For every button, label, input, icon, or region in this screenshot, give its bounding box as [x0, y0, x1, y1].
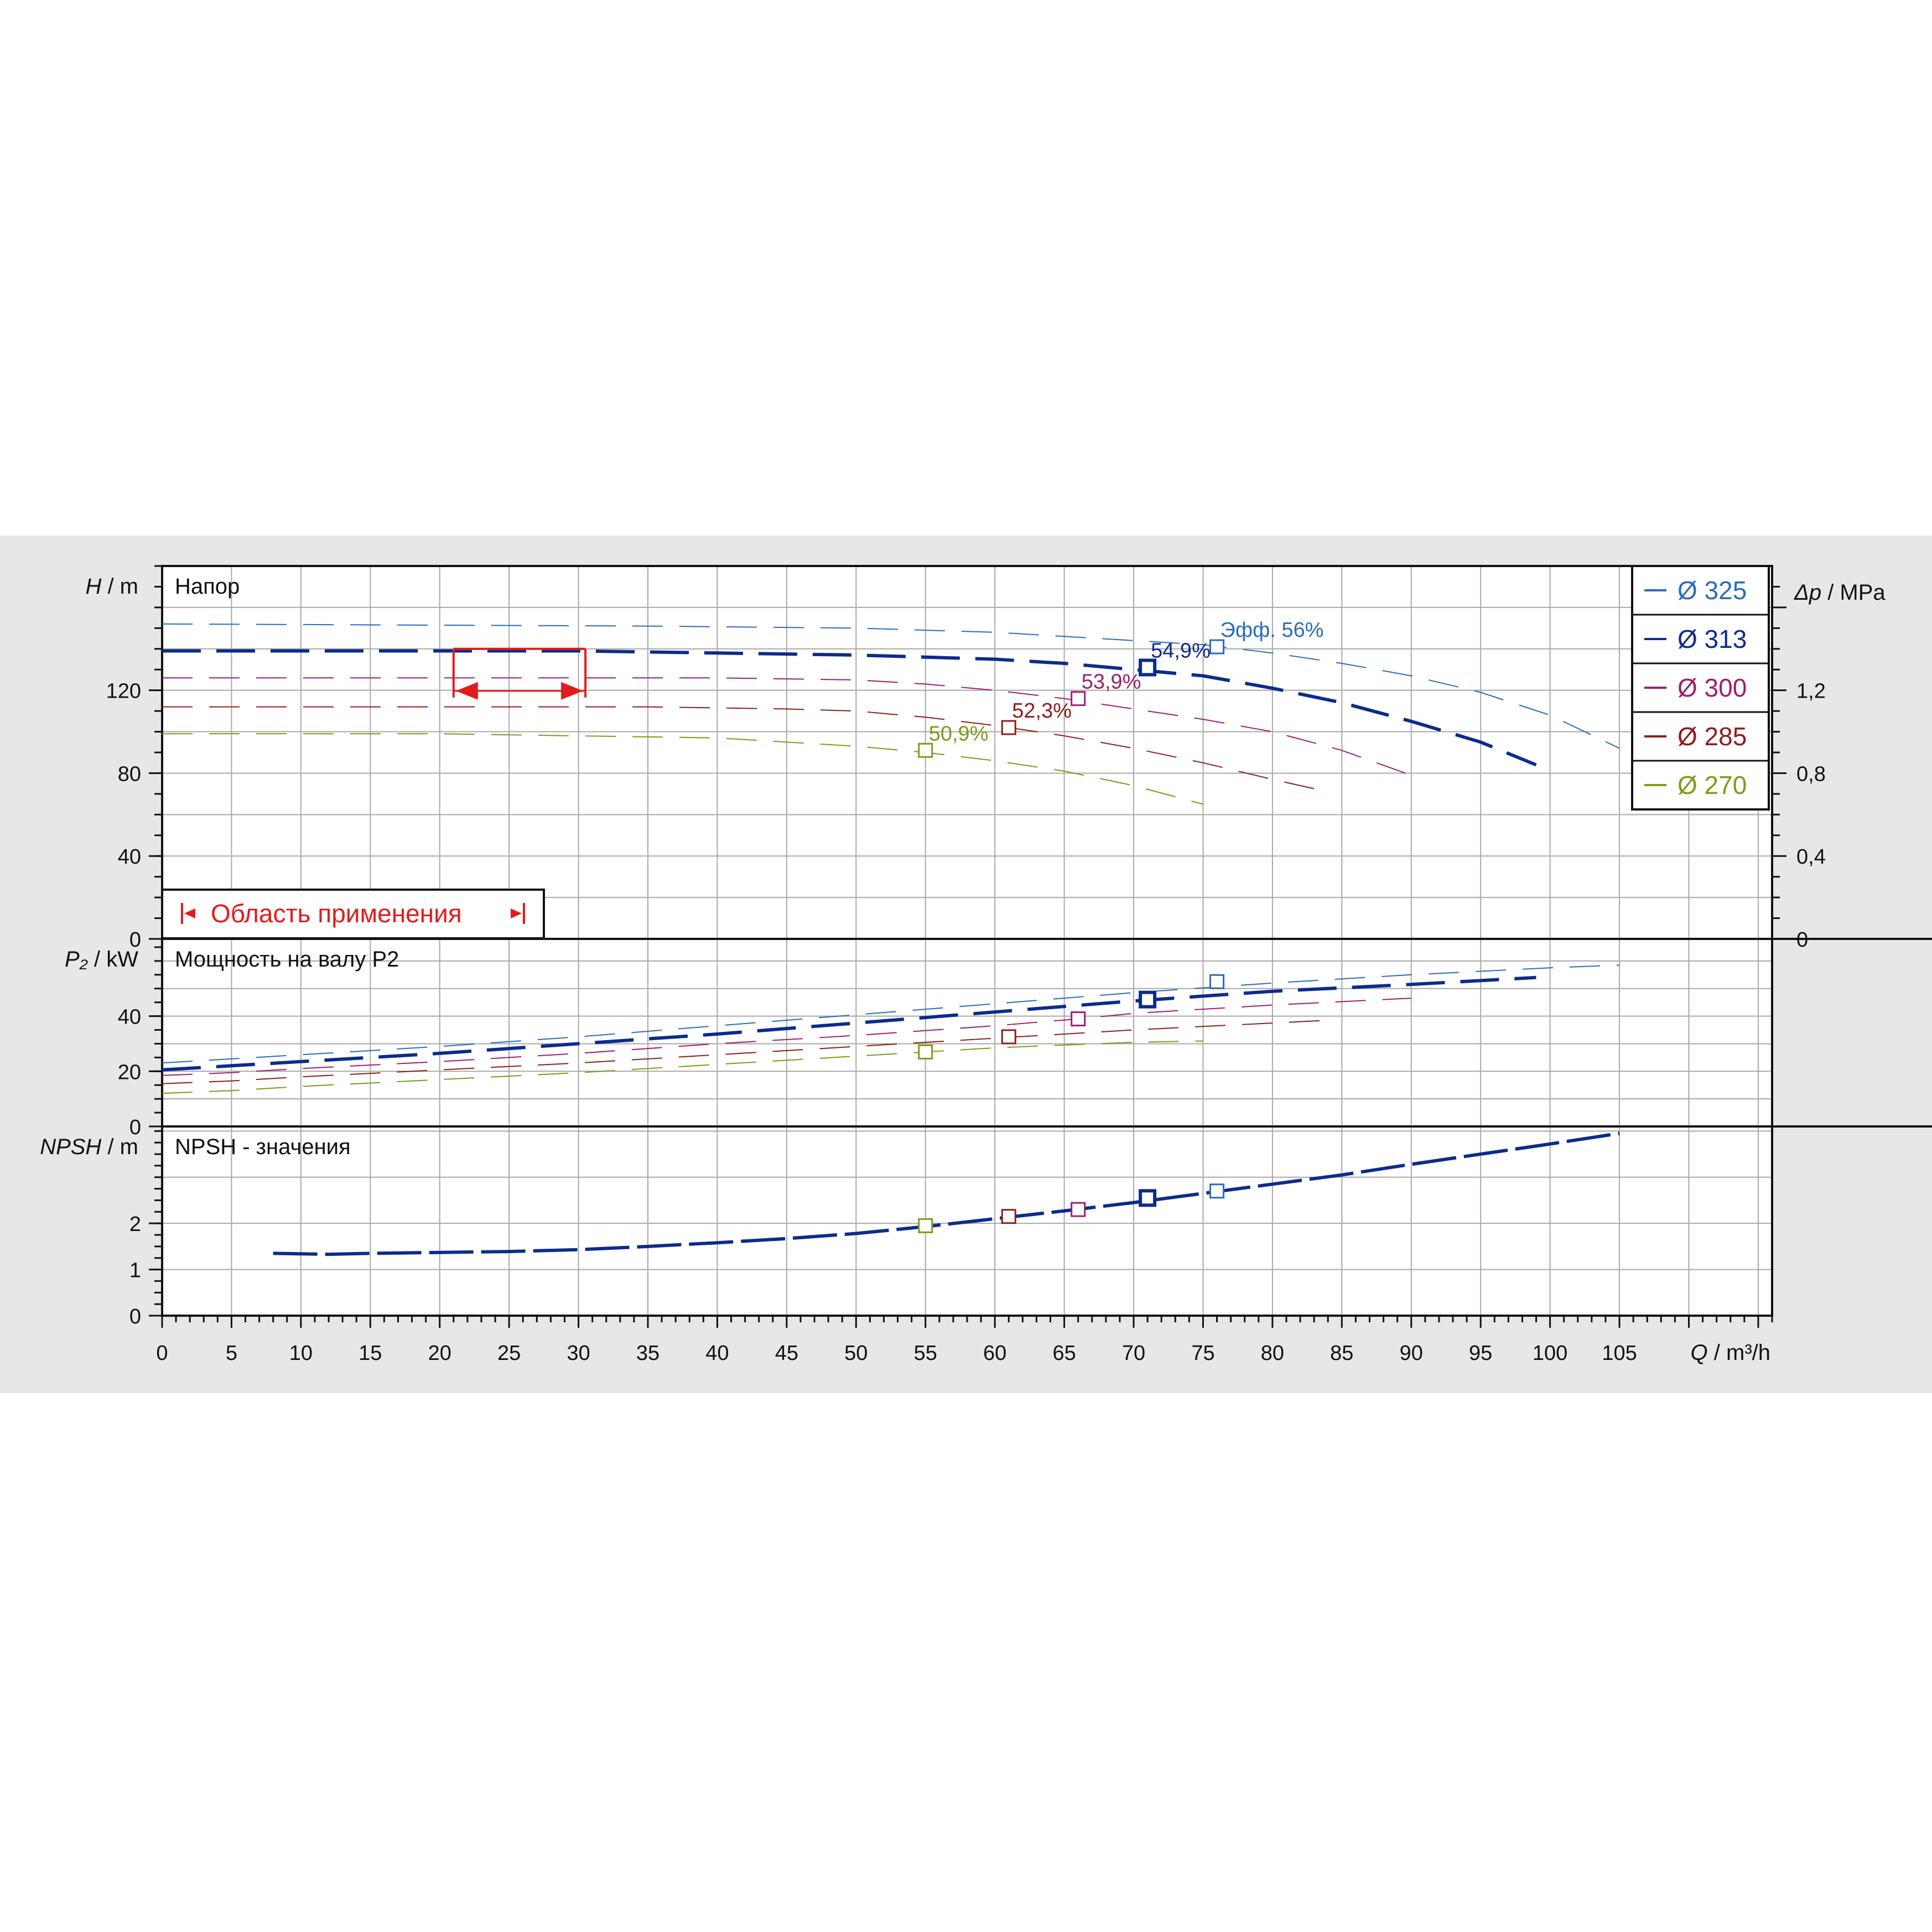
bep-marker [1209, 639, 1225, 655]
panel-title: Мощность на валу P2 [175, 947, 399, 972]
y-tick-label: 80 [118, 762, 141, 786]
bep-marker [918, 1044, 933, 1060]
bep-marker [1071, 1011, 1086, 1027]
bep-marker [1071, 691, 1086, 707]
x-tick-label: 55 [914, 1342, 937, 1365]
range-right-arrow [561, 682, 584, 700]
efficiency-label: 54,9% [1151, 639, 1211, 662]
range-left-arrow [455, 682, 478, 700]
legend: Ø 325 Ø 313 Ø 300 Ø 285 Ø 270 [1631, 565, 1770, 811]
x-tick-label: 5 [226, 1342, 237, 1365]
efficiency-label: 52,3% [1012, 699, 1072, 723]
x-tick-label: 105 [1602, 1342, 1637, 1365]
y-tick-label: 0 [129, 1116, 141, 1139]
bep-marker [918, 742, 933, 758]
x-tick-label: 75 [1191, 1342, 1214, 1365]
y-tick-label: 2 [129, 1213, 141, 1236]
range-legend-arrow [511, 908, 522, 918]
range-legend-arrow [184, 908, 195, 918]
efficiency-label: 53,9% [1082, 671, 1141, 694]
chart-frame [149, 565, 1932, 1328]
bep-marker [1001, 720, 1016, 735]
y-axis-label: P₂ / kW [65, 947, 138, 972]
legend-label: Ø 300 [1677, 673, 1747, 702]
grid [162, 566, 1772, 1316]
secondary-tick-label: 0,4 [1796, 845, 1826, 869]
x-tick-label: 30 [567, 1342, 590, 1365]
efficiency-label: Эфф. 56% [1221, 619, 1324, 642]
x-tick-label: 65 [1052, 1342, 1076, 1365]
x-tick-label: 35 [636, 1342, 659, 1365]
x-tick-label: 15 [359, 1342, 382, 1365]
x-tick-label: 20 [428, 1342, 451, 1365]
y-tick-label: 120 [106, 680, 141, 703]
bep-marker [1209, 974, 1225, 989]
bep-marker [1071, 1202, 1086, 1217]
x-tick-label: 70 [1122, 1342, 1145, 1365]
x-tick-label: 40 [705, 1342, 729, 1365]
x-tick-label: 100 [1533, 1342, 1567, 1365]
bep-marker [1001, 1029, 1016, 1045]
y-axis-label: NPSH / m [40, 1135, 138, 1159]
axis-labels: 0 5 10 15 20 25 30 35 40 45 50 55 60 65 70 75 80 85 90 95 10… [40, 574, 1886, 1365]
efficiency-label: 50,9% [929, 722, 989, 745]
power-curve [162, 975, 1536, 1072]
head-curve [162, 677, 1412, 776]
x-tick-label: 45 [775, 1342, 798, 1365]
bep-marker [1139, 1189, 1157, 1207]
pump-performance-chart: Эфф. 56%54,9%53,9%52,3%50,9% 0 5 10 15 20 25 3… [40, 565, 1932, 1365]
power-curve [162, 964, 1620, 1064]
plot-background [162, 566, 1772, 1316]
y-tick-label: 20 [118, 1061, 141, 1084]
y-tick-label: 1 [129, 1259, 141, 1282]
power-curve [162, 1040, 1203, 1094]
bep-marker [918, 1218, 933, 1233]
panel-title: NPSH - значения [175, 1135, 351, 1159]
bep-marker [1001, 1209, 1016, 1224]
head-curve [162, 649, 1537, 767]
x-tick-label: 90 [1400, 1342, 1423, 1365]
x-tick-label: 85 [1330, 1342, 1353, 1365]
x-tick-label: 80 [1261, 1342, 1284, 1365]
y-tick-label: 40 [118, 1006, 141, 1029]
secondary-tick-label: 0 [1796, 928, 1808, 952]
secondary-tick-label: 0,8 [1796, 762, 1826, 786]
x-tick-label: 0 [156, 1342, 168, 1365]
y-tick-label: 0 [129, 928, 141, 952]
y-tick-label: 40 [118, 845, 141, 869]
legend-label: Ø 270 [1677, 771, 1747, 799]
application-range: Область применения [161, 647, 587, 939]
bep-marker [1139, 658, 1157, 677]
power-curve [162, 998, 1411, 1076]
series-curves [162, 623, 1620, 1256]
range-legend-label: Область применения [211, 899, 462, 928]
secondary-tick-label: 1,2 [1796, 680, 1826, 703]
legend-label: Ø 313 [1677, 625, 1747, 653]
x-axis-label: Q / m³/h [1691, 1341, 1770, 1365]
bep-marker [1209, 1183, 1225, 1199]
legend-label: Ø 285 [1677, 722, 1747, 751]
bep-markers: Эфф. 56% 54,9% 53,9% 52,3% 50,9% [918, 619, 1324, 1233]
head-curve [162, 623, 1620, 749]
head-curve [162, 706, 1328, 793]
secondary-axis-label: Δp / MPa [1794, 580, 1886, 605]
x-tick-label: 95 [1469, 1342, 1492, 1365]
bep-marker [1139, 990, 1157, 1009]
power-curve [162, 1020, 1328, 1084]
x-tick-label: 50 [844, 1342, 868, 1365]
panel-title: Напор [175, 574, 240, 599]
chart-panel: Эфф. 56% 54,9% 53,9% 52,3% 50,9% 0 5 10 15 20 25 3… [0, 536, 1932, 1393]
y-tick-label: 0 [129, 1305, 141, 1328]
x-tick-label: 25 [497, 1342, 521, 1365]
legend-label: Ø 325 [1677, 576, 1747, 605]
y-axis-label: H / m [85, 574, 138, 599]
x-tick-label: 60 [983, 1342, 1006, 1365]
x-tick-label: 10 [289, 1342, 313, 1365]
range-legend-box [161, 889, 545, 939]
